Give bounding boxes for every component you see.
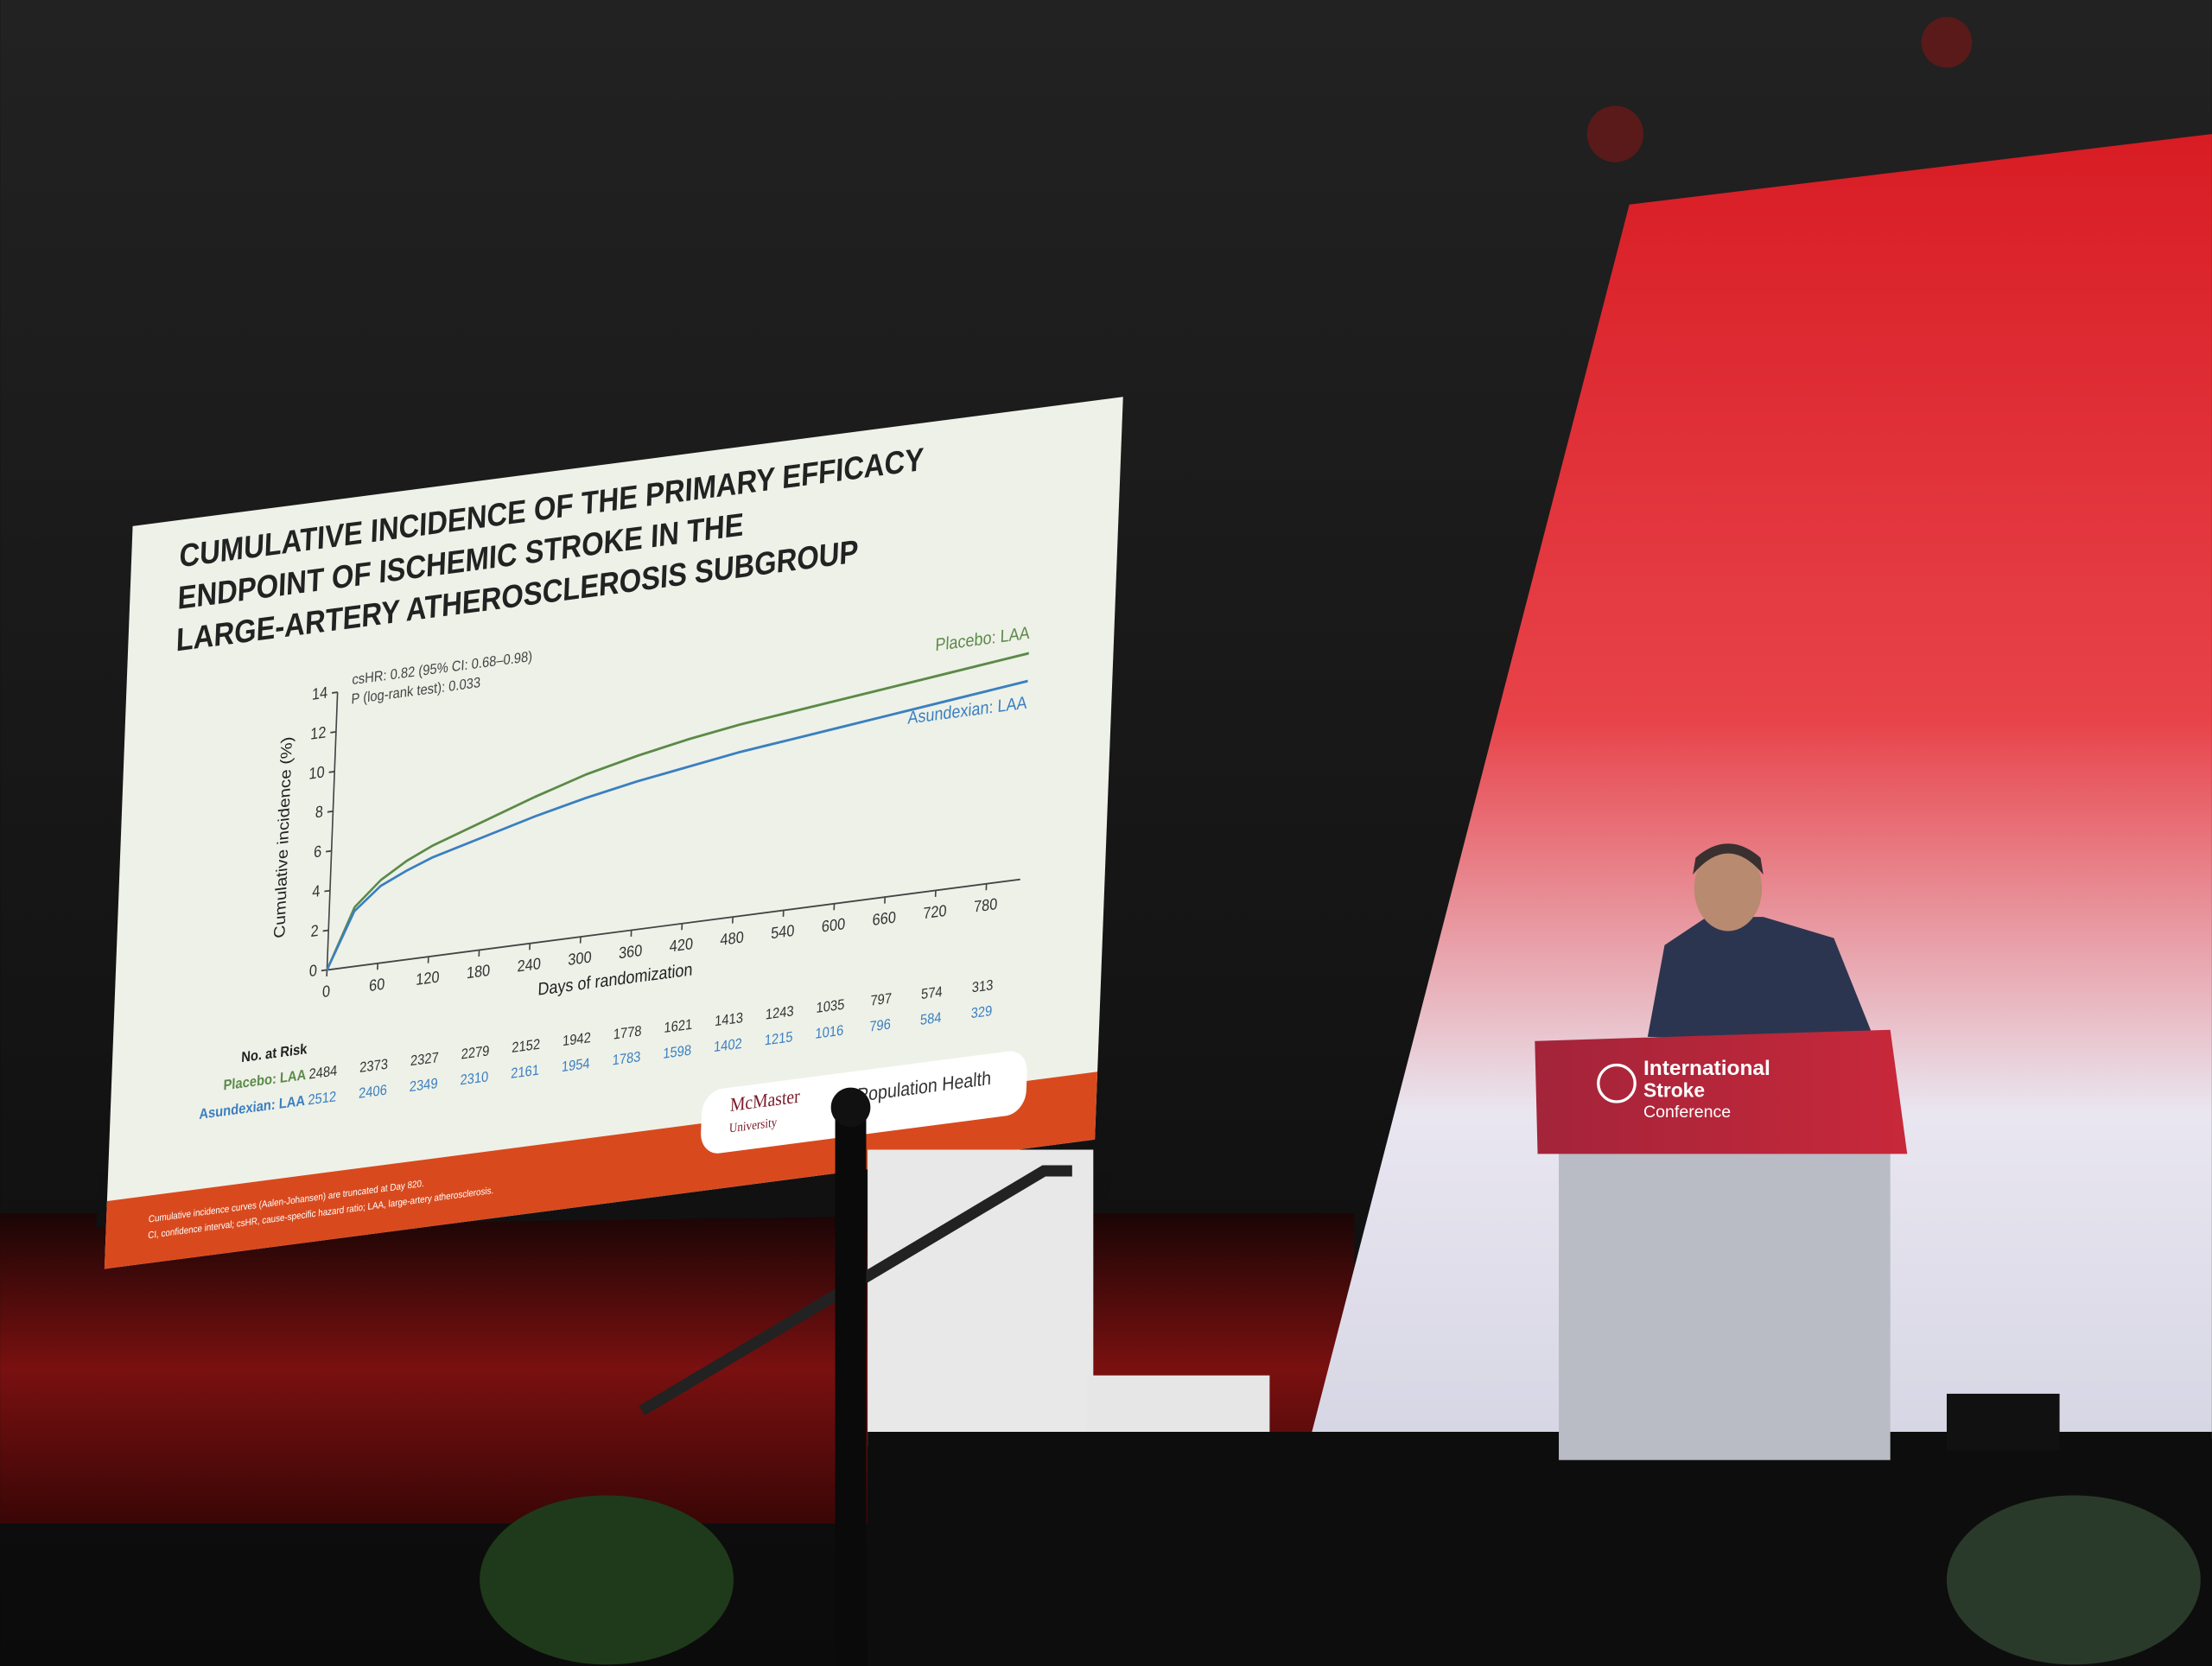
x-tick-label: 600	[822, 914, 846, 936]
risk-value: 1778	[613, 1024, 642, 1043]
step	[1086, 1375, 1270, 1440]
podium-text: Stroke	[1643, 1079, 1705, 1102]
podium-body	[1559, 1149, 1891, 1460]
risk-value: 796	[869, 1017, 891, 1035]
risk-value: 2349	[409, 1076, 438, 1095]
slide: McMaster University Population Health CU…	[104, 397, 1123, 1269]
pole	[835, 1100, 867, 1666]
x-tick-label: 360	[619, 941, 643, 963]
stage-light	[1586, 105, 1643, 162]
risk-value: 584	[920, 1010, 942, 1028]
risk-value: 2484	[308, 1064, 338, 1083]
x-tick-label: 0	[322, 982, 331, 1001]
risk-value: 1402	[714, 1036, 743, 1055]
x-tick-label: 240	[517, 954, 541, 976]
podium-logo	[1597, 1063, 1637, 1103]
stair-rail	[639, 1165, 1072, 1416]
x-tick-label: 780	[974, 894, 998, 916]
x-tick-label: 60	[369, 975, 385, 995]
y-tick-label: 4	[312, 881, 321, 900]
stage-light	[1921, 16, 1973, 68]
risk-value: 313	[971, 977, 993, 995]
risk-value: 1621	[664, 1017, 693, 1036]
risk-value: 1016	[815, 1023, 844, 1042]
risk-value: 1942	[563, 1030, 592, 1049]
y-axis	[326, 691, 339, 970]
risk-value: 1035	[816, 997, 845, 1016]
risk-value: 1243	[766, 1004, 795, 1023]
stair-cabinet	[868, 1149, 1094, 1447]
risk-value: 1783	[612, 1049, 641, 1068]
pole-top	[830, 1087, 871, 1128]
risk-value: 797	[870, 991, 892, 1009]
risk-value: 2373	[359, 1057, 389, 1076]
risk-value: 1413	[715, 1010, 744, 1029]
x-tick-label: 660	[872, 907, 896, 929]
y-tick	[326, 849, 332, 853]
speaker-body	[1647, 917, 1877, 1045]
y-tick-label: 14	[312, 684, 328, 704]
series-line	[326, 652, 1029, 970]
y-tick	[327, 810, 334, 813]
speaker-hair	[1693, 843, 1764, 875]
risk-value: 2161	[511, 1063, 540, 1082]
x-tick-label: 180	[467, 961, 491, 982]
y-tick-label: 0	[309, 961, 318, 980]
risk-value: 1598	[663, 1043, 692, 1062]
plant	[480, 1495, 734, 1665]
x-tick-label: 480	[720, 927, 744, 949]
y-tick	[328, 770, 335, 773]
x-tick-label: 540	[771, 921, 795, 943]
y-tick	[324, 889, 330, 893]
y-tick	[332, 691, 338, 694]
risk-value: 2406	[359, 1083, 388, 1102]
x-tick-label: 720	[923, 901, 947, 923]
risk-value: 2512	[308, 1089, 337, 1108]
y-tick-label: 10	[308, 762, 325, 783]
risk-value: 2279	[461, 1044, 490, 1063]
risk-value: 1215	[764, 1029, 793, 1048]
speaker-head	[1694, 846, 1763, 932]
x-tick-label: 120	[416, 967, 440, 989]
x-tick-label: 420	[669, 934, 693, 956]
y-tick-label: 2	[310, 921, 319, 940]
x-axis	[327, 878, 1020, 971]
series-line	[326, 679, 1028, 971]
risk-value: 574	[921, 984, 943, 1002]
monitor-speaker	[1946, 1393, 2060, 1451]
risk-value: 2310	[460, 1069, 489, 1088]
risk-value: 329	[970, 1003, 992, 1021]
y-tick-label: 12	[310, 722, 327, 743]
podium-text: Conference	[1643, 1103, 1731, 1122]
risk-value: 1954	[562, 1056, 591, 1075]
x-tick-label: 300	[568, 947, 592, 969]
y-tick	[330, 731, 336, 734]
y-tick	[322, 929, 329, 932]
podium-top	[1535, 1029, 1908, 1154]
risk-value: 2327	[410, 1050, 440, 1069]
slide-background	[104, 397, 1123, 1269]
y-tick-label: 6	[314, 842, 322, 861]
plant	[1946, 1495, 2201, 1665]
podium-text: International	[1643, 1057, 1770, 1080]
risk-value: 2152	[512, 1037, 541, 1056]
y-tick-label: 8	[315, 802, 324, 821]
